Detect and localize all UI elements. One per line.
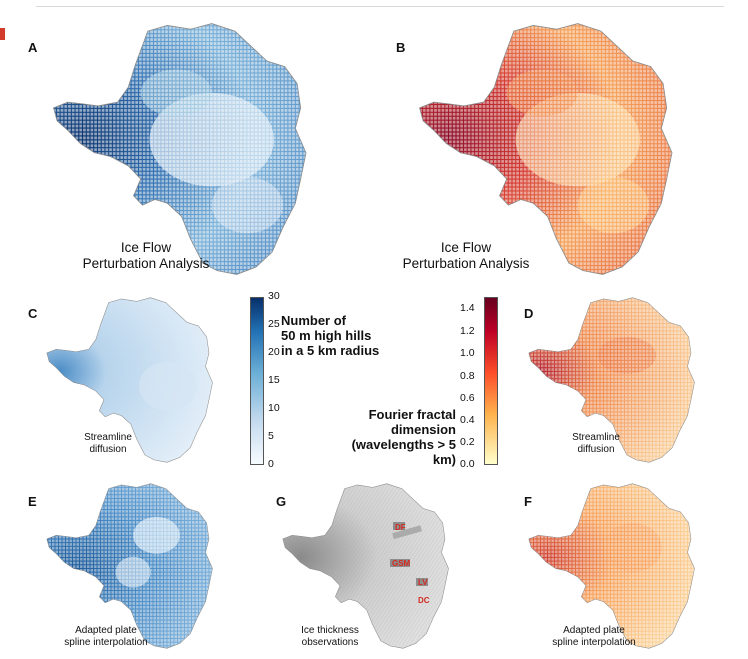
caption-e-line2: spline interpolation [64,637,148,648]
fractal-tick-1-0: 1.0 [460,347,475,359]
hills-tick-20: 20 [268,346,280,358]
hills-tick-10: 10 [268,402,280,414]
caption-b-line1: Ice Flow [440,240,492,255]
caption-a: Ice Flow Perturbation Analysis [66,240,226,272]
panel-letter-b: B [396,40,406,55]
map-e [46,483,213,649]
site-box-gsm [390,559,410,567]
fractal-title-line1: Fourier fractal [368,407,456,422]
panel-letter-e: E [28,494,37,509]
hills-title-line3: in a 5 km radius [281,343,380,358]
hills-tick-30: 30 [268,290,280,302]
caption-a-line2: Perturbation Analysis [82,256,210,271]
fractal-title-line2: dimension [390,422,456,437]
caption-c-line2: diffusion [89,444,127,455]
site-box-df [393,522,405,530]
panel-letter-d: D [524,306,534,321]
caption-d: Streamline diffusion [546,432,646,456]
map-c [46,297,213,463]
site-box-lv [416,578,428,586]
panel-letter-c: C [28,306,38,321]
site-label-lv: LV [418,578,428,587]
panel-letter-f: F [524,494,532,509]
caption-c-line1: Streamline [84,432,132,443]
caption-e: Adapted plate spline interpolation [46,625,166,649]
site-labels-g: DF GSM LV DC [390,522,430,605]
fractal-tick-1-2: 1.2 [460,325,475,337]
caption-b-line2: Perturbation Analysis [402,256,530,271]
hills-tick-15: 15 [268,374,280,386]
hills-tick-25: 25 [268,318,280,330]
hills-tick-5: 5 [268,430,274,442]
figure-marker [0,28,5,40]
caption-d-line1: Streamline [572,432,620,443]
map-b [419,23,673,275]
colorbar-hills [250,297,264,465]
panel-letter-a: A [28,40,38,55]
caption-f: Adapted plate spline interpolation [534,625,654,649]
caption-g-line2: observations [301,637,359,648]
site-label-gsm: GSM [392,559,411,568]
map-d [528,297,695,463]
hills-title-line2: 50 m high hills [281,328,372,343]
site-label-df: DF [395,523,406,532]
panel-letter-g: G [276,494,287,509]
fractal-title-line3: (wavelengths > 5 km) [351,437,456,467]
fractal-tick-0-0: 0.0 [460,458,475,470]
caption-f-line1: Adapted plate [563,625,625,636]
caption-g: Ice thickness observations [280,625,380,649]
caption-b: Ice Flow Perturbation Analysis [386,240,546,272]
map-a [53,23,307,275]
fractal-tick-0-8: 0.8 [460,370,475,382]
hills-tick-0: 0 [268,458,274,470]
caption-c: Streamline diffusion [58,432,158,456]
caption-a-line1: Ice Flow [120,240,172,255]
colorbar-fractal [484,297,498,465]
caption-g-line1: Ice thickness [301,625,359,636]
top-divider [36,6,724,7]
fractal-tick-1-4: 1.4 [460,302,475,314]
fractal-tick-0-2: 0.2 [460,436,475,448]
caption-f-line2: spline interpolation [552,637,636,648]
caption-e-line1: Adapted plate [75,625,137,636]
colorbar-hills-title: Number of 50 m high hills in a 5 km radi… [281,313,411,358]
colorbar-fractal-title: Fourier fractal dimension (wavelengths >… [340,407,456,467]
map-f [528,483,695,649]
fractal-tick-0-4: 0.4 [460,414,475,426]
caption-d-line2: diffusion [577,444,615,455]
fractal-tick-0-6: 0.6 [460,392,475,404]
map-g [282,483,449,649]
site-label-dc: DC [418,596,430,605]
hills-title-line1: Number of [281,313,346,328]
